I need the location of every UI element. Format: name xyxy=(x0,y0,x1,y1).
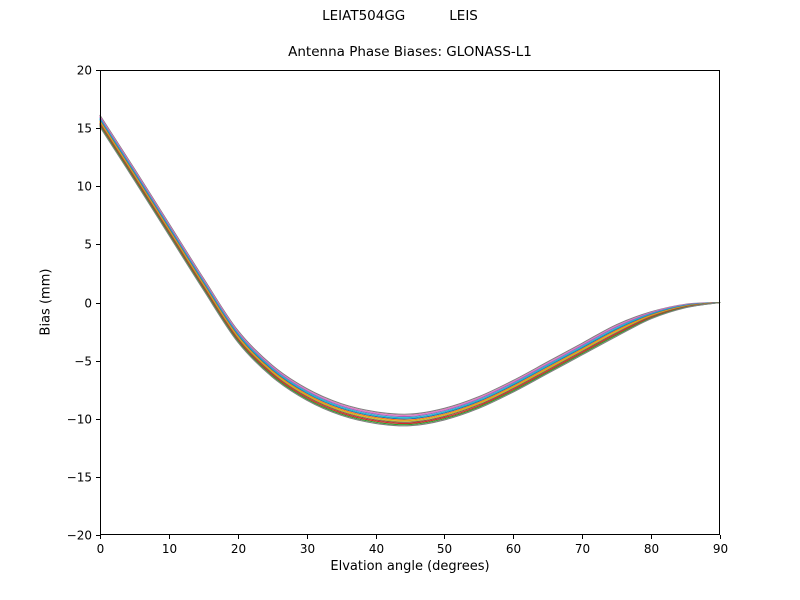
axes-frame xyxy=(100,70,720,535)
y-tick-label: 5 xyxy=(84,238,92,252)
y-tick-label: 20 xyxy=(77,64,92,78)
series-line-line-07 xyxy=(99,121,721,422)
series-line-line-11 xyxy=(99,126,721,427)
figure-suptitle: LEIAT504GG LEIS xyxy=(0,8,800,24)
x-axis-label: Elvation angle (degrees) xyxy=(330,559,490,574)
series-line-line-02 xyxy=(99,115,721,416)
series-line-line-06 xyxy=(99,120,721,421)
plot-area xyxy=(100,70,720,535)
y-tick-label: 10 xyxy=(77,180,92,194)
x-tick-label: 40 xyxy=(369,542,384,556)
x-tick-label: 60 xyxy=(506,542,521,556)
y-tick-label: −5 xyxy=(74,355,92,369)
x-tick-label: 70 xyxy=(575,542,590,556)
series-line-line-05 xyxy=(99,119,721,420)
series-line-line-03 xyxy=(99,117,721,418)
series-line-line-04 xyxy=(99,118,721,419)
y-axis-label: Bias (mm) xyxy=(38,268,54,336)
y-tick-label: −10 xyxy=(67,413,92,427)
x-tick-label: 20 xyxy=(231,542,246,556)
suptitle-antenna-name: LEIAT504GG xyxy=(322,8,406,24)
chart-title: Antenna Phase Biases: GLONASS-L1 xyxy=(288,44,532,60)
series-line-line-01 xyxy=(99,114,721,415)
y-tick-label: 15 xyxy=(77,122,92,136)
x-tick-label: 10 xyxy=(162,542,177,556)
suptitle-agency-name: LEIS xyxy=(449,8,478,24)
y-tick-label: −15 xyxy=(67,471,92,485)
x-tick-label: 0 xyxy=(97,542,105,556)
x-tick-label: 50 xyxy=(437,542,452,556)
series-line-line-08 xyxy=(99,122,721,423)
y-tick-label: 0 xyxy=(84,297,92,311)
y-tick-label: −20 xyxy=(67,529,92,543)
series-line-line-09 xyxy=(99,124,721,425)
x-tick-label: 90 xyxy=(713,542,728,556)
series-line-line-10 xyxy=(99,125,721,426)
x-tick-label: 80 xyxy=(644,542,659,556)
x-tick-label: 30 xyxy=(300,542,315,556)
